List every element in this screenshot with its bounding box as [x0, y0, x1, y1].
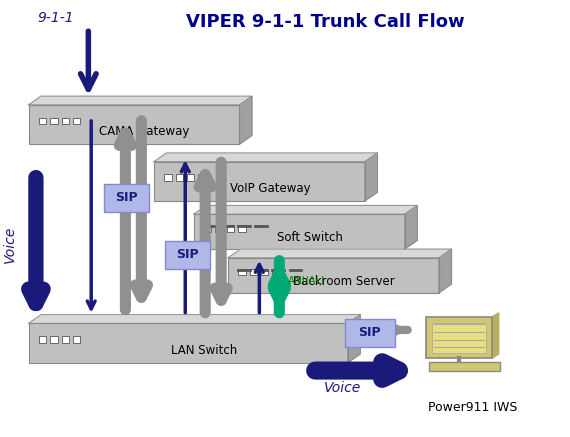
FancyBboxPatch shape [198, 174, 206, 181]
Polygon shape [194, 205, 417, 214]
FancyBboxPatch shape [238, 269, 246, 275]
FancyBboxPatch shape [426, 317, 492, 358]
FancyBboxPatch shape [238, 225, 246, 232]
FancyBboxPatch shape [104, 184, 149, 212]
Text: Power911 IWS: Power911 IWS [429, 401, 518, 414]
FancyBboxPatch shape [194, 214, 405, 249]
Text: Backroom Server: Backroom Server [293, 275, 395, 288]
Polygon shape [228, 249, 451, 258]
FancyBboxPatch shape [73, 118, 80, 124]
FancyBboxPatch shape [204, 225, 211, 232]
FancyBboxPatch shape [176, 174, 183, 181]
Text: ANI/ALI: ANI/ALI [288, 276, 325, 286]
Text: Voice: Voice [3, 226, 17, 264]
FancyBboxPatch shape [227, 225, 234, 232]
FancyBboxPatch shape [165, 241, 210, 269]
Text: SIP: SIP [176, 248, 199, 261]
Polygon shape [405, 205, 417, 249]
Text: LAN Switch: LAN Switch [171, 343, 237, 357]
Text: SIP: SIP [359, 326, 381, 340]
FancyBboxPatch shape [261, 269, 268, 275]
FancyBboxPatch shape [28, 323, 348, 363]
Polygon shape [28, 96, 252, 105]
FancyBboxPatch shape [39, 336, 46, 343]
Text: VoIP Gateway: VoIP Gateway [230, 182, 310, 195]
Text: CAMA Gateway: CAMA Gateway [99, 125, 190, 138]
FancyBboxPatch shape [73, 336, 80, 343]
FancyBboxPatch shape [345, 319, 395, 347]
Polygon shape [365, 153, 377, 201]
FancyBboxPatch shape [164, 174, 172, 181]
FancyBboxPatch shape [228, 258, 439, 293]
FancyBboxPatch shape [272, 269, 280, 275]
FancyBboxPatch shape [28, 105, 239, 144]
Polygon shape [28, 315, 360, 323]
FancyBboxPatch shape [50, 336, 58, 343]
FancyBboxPatch shape [62, 336, 69, 343]
Text: SIP: SIP [115, 191, 138, 204]
Text: Voice: Voice [324, 381, 361, 395]
Polygon shape [439, 249, 451, 293]
FancyBboxPatch shape [62, 118, 69, 124]
Polygon shape [492, 313, 499, 358]
FancyBboxPatch shape [429, 362, 500, 371]
FancyBboxPatch shape [154, 162, 365, 201]
Text: 9-1-1: 9-1-1 [38, 11, 74, 25]
FancyBboxPatch shape [50, 118, 58, 124]
FancyBboxPatch shape [250, 269, 257, 275]
FancyBboxPatch shape [39, 118, 46, 124]
Text: VIPER 9-1-1 Trunk Call Flow: VIPER 9-1-1 Trunk Call Flow [186, 13, 464, 31]
FancyBboxPatch shape [215, 225, 223, 232]
Polygon shape [239, 96, 252, 144]
Text: Soft Switch: Soft Switch [277, 232, 343, 244]
FancyBboxPatch shape [187, 174, 194, 181]
FancyBboxPatch shape [432, 323, 486, 353]
Polygon shape [348, 315, 360, 363]
Polygon shape [154, 153, 377, 162]
